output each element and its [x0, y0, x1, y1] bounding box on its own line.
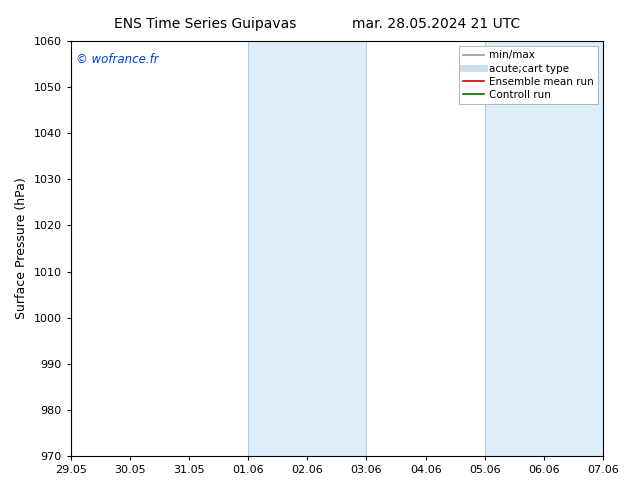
- Bar: [485, 41, 603, 456]
- Text: ENS Time Series Guipavas: ENS Time Series Guipavas: [114, 17, 297, 31]
- Legend: min/max, acute;cart type, Ensemble mean run, Controll run: min/max, acute;cart type, Ensemble mean …: [459, 46, 598, 104]
- Bar: [248, 41, 366, 456]
- Text: mar. 28.05.2024 21 UTC: mar. 28.05.2024 21 UTC: [352, 17, 520, 31]
- Text: © wofrance.fr: © wofrance.fr: [76, 53, 158, 67]
- Y-axis label: Surface Pressure (hPa): Surface Pressure (hPa): [15, 178, 28, 319]
